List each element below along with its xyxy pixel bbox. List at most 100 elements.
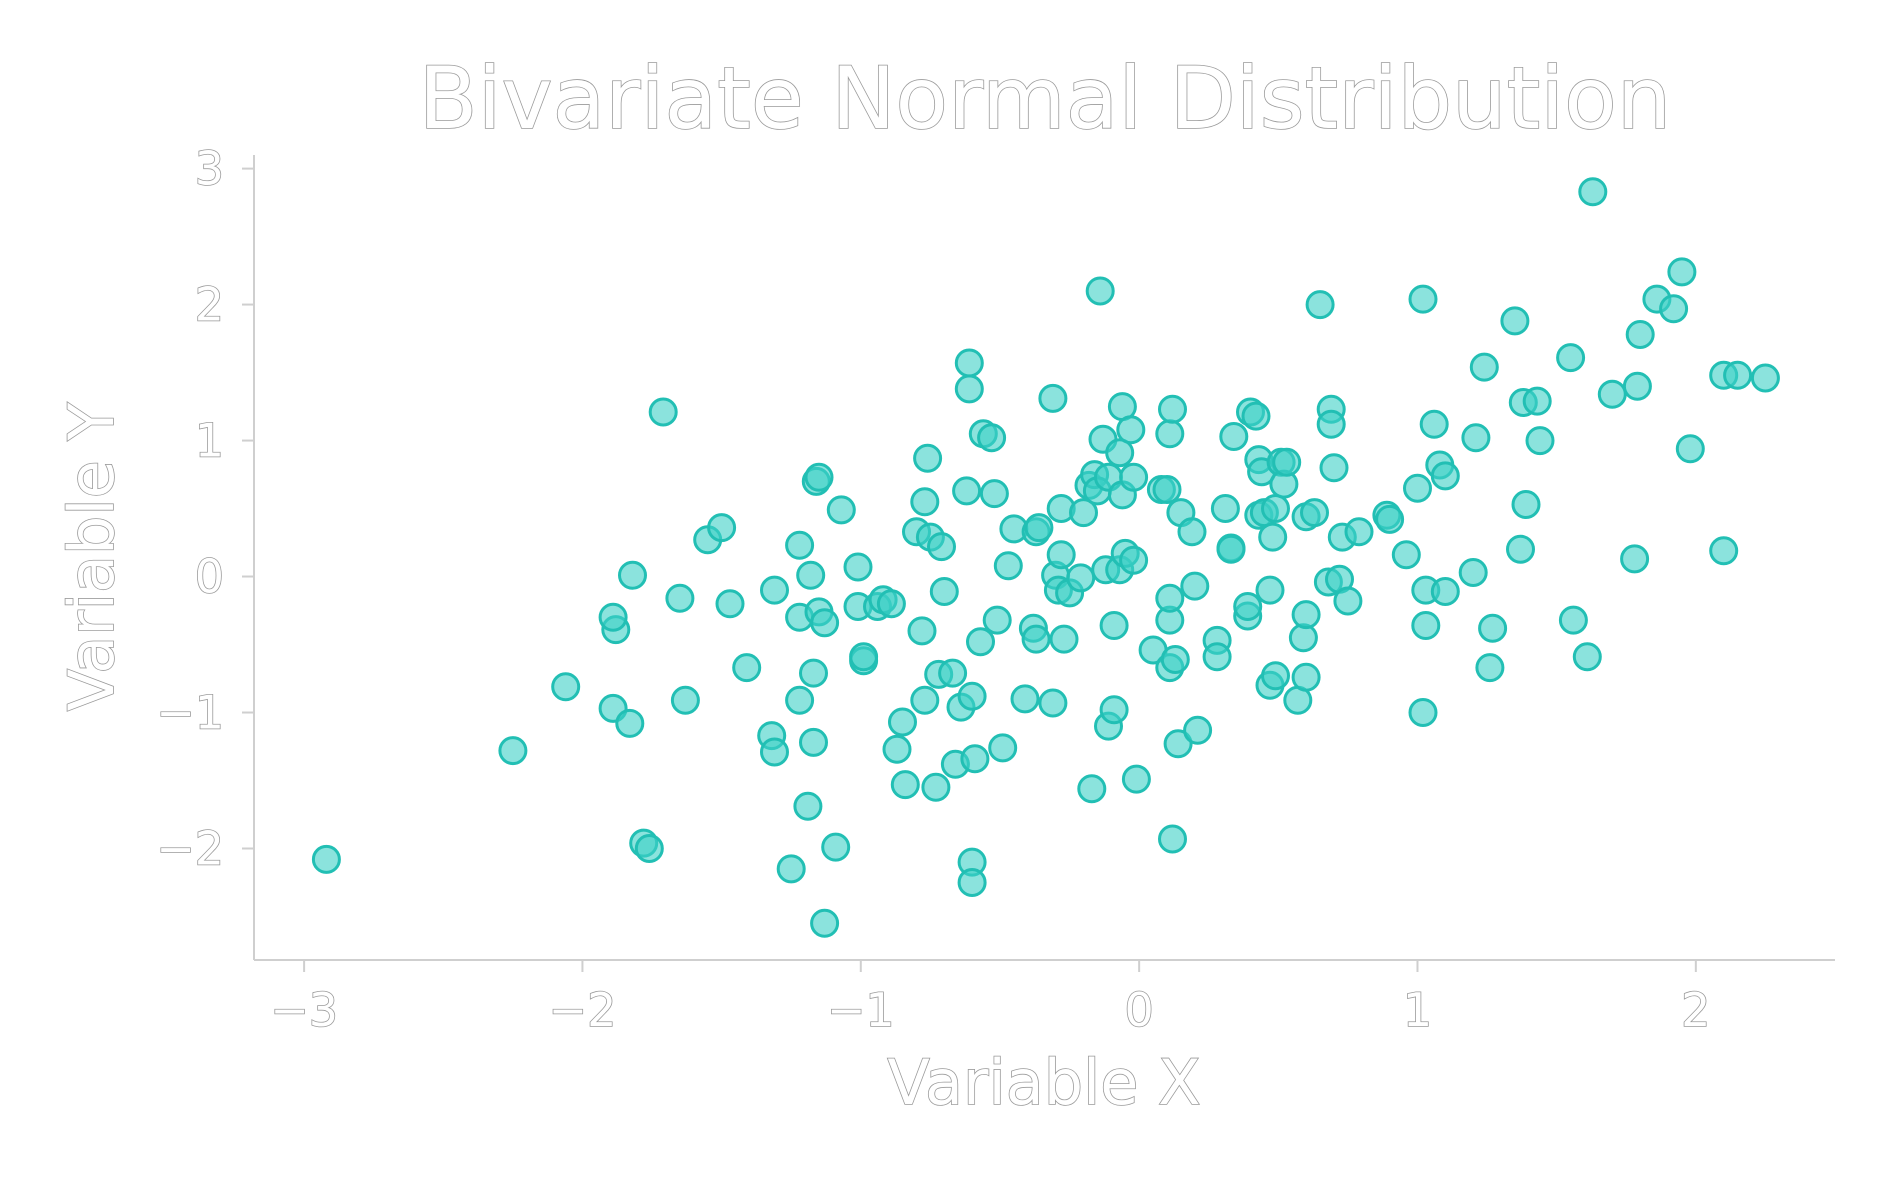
scatter-point — [1709, 536, 1739, 566]
scatter-point — [1158, 824, 1187, 854]
scatter-point — [1411, 611, 1441, 640]
scatter-point — [1625, 320, 1655, 349]
x-tick-label: 2 — [1681, 983, 1710, 1037]
scatter-point — [1160, 645, 1190, 674]
scatter-point — [1572, 642, 1602, 672]
scatter-point — [785, 530, 815, 560]
scatter-point — [615, 708, 645, 738]
scatter-point — [634, 834, 664, 863]
scatter-point — [954, 374, 984, 404]
scatter-point — [796, 560, 826, 590]
scatter-point — [1675, 434, 1705, 464]
scatter-point — [1272, 447, 1302, 477]
scatter-point — [1241, 401, 1271, 431]
scatter-point — [1163, 729, 1193, 759]
y-tick-label: 2 — [195, 278, 224, 332]
scatter-point — [910, 487, 940, 517]
scatter-point — [311, 844, 341, 874]
scatter-point — [1158, 394, 1187, 424]
scatter-point — [1152, 475, 1182, 504]
scatter-point — [1723, 360, 1753, 390]
scatter-point — [1522, 386, 1552, 416]
scatter-point — [776, 854, 806, 884]
x-ticks: −3 −2 −1 0 1 2 — [269, 960, 1711, 1038]
scatter-point — [876, 589, 906, 619]
scatter-point — [1333, 586, 1363, 616]
scatter-point — [1261, 661, 1290, 691]
scatter-point — [1046, 540, 1076, 570]
y-tick-label: 1 — [195, 414, 224, 468]
chart-title: Bivariate Normal Distribution — [419, 49, 1672, 149]
scatter-point — [793, 791, 823, 821]
scatter-point — [1469, 352, 1499, 382]
x-tick-label: −3 — [270, 983, 338, 1037]
scatter-point — [843, 552, 873, 582]
scatter-point — [938, 658, 968, 688]
scatter-point — [707, 513, 737, 543]
scatter-point — [598, 602, 628, 632]
scatter-point — [760, 575, 789, 605]
scatter-point — [1085, 276, 1115, 306]
scatter-points — [311, 177, 1780, 938]
scatter-point — [1408, 284, 1438, 314]
scatter-point — [799, 658, 828, 688]
axes — [253, 155, 1835, 961]
scatter-point — [1155, 419, 1185, 449]
y-ticks: −2 −1 0 1 2 3 — [155, 141, 254, 876]
scatter-point — [1066, 563, 1096, 593]
scatter-point — [979, 479, 1009, 509]
scatter-point — [498, 736, 528, 766]
scatter-point — [810, 608, 840, 638]
scatter-point — [1620, 544, 1650, 574]
scatter-point — [1291, 600, 1321, 630]
scatter-point — [1291, 662, 1321, 692]
scatter-point — [952, 476, 982, 506]
scatter-point — [1119, 462, 1149, 492]
scatter-point — [913, 443, 943, 473]
scatter-point — [1478, 613, 1508, 643]
scatter-point — [1430, 461, 1460, 491]
scatter-point — [1461, 423, 1491, 453]
scatter-point — [1659, 294, 1689, 324]
scatter-point — [665, 583, 695, 613]
scatter-point — [988, 733, 1018, 763]
scatter-point — [1578, 177, 1608, 207]
scatter-point — [1010, 684, 1040, 714]
scatter-point — [1024, 513, 1054, 543]
scatter-point — [1180, 571, 1210, 601]
scatter-point — [982, 605, 1012, 635]
scatter-point — [648, 397, 678, 427]
scatter-point — [921, 772, 951, 802]
y-tick-label: 0 — [195, 550, 224, 604]
scatter-point — [1319, 453, 1349, 483]
scatter-point — [1261, 494, 1290, 523]
scatter-point — [927, 532, 956, 562]
scatter-point — [1316, 409, 1346, 439]
scatter-point — [1177, 517, 1207, 547]
scatter-point — [957, 681, 987, 711]
scatter-point — [760, 737, 789, 767]
scatter-point — [1038, 688, 1068, 718]
x-tick-label: 0 — [1124, 983, 1153, 1037]
scatter-point — [1511, 490, 1541, 519]
scatter-point — [1506, 534, 1535, 564]
scatter-point — [849, 642, 879, 672]
scatter-point — [1597, 379, 1627, 409]
scatter-point — [1500, 306, 1530, 336]
x-tick-label: −2 — [549, 983, 617, 1037]
scatter-point — [618, 560, 647, 590]
scatter-point — [1105, 438, 1135, 468]
x-tick-label: 1 — [1403, 983, 1432, 1037]
scatter-point — [1525, 426, 1555, 456]
scatter-point — [804, 462, 834, 492]
scatter-point — [1375, 504, 1405, 534]
scatter-point — [1750, 363, 1780, 393]
scatter-point — [785, 685, 815, 715]
scatter-point — [1391, 540, 1421, 570]
scatter-point — [1233, 592, 1263, 621]
scatter-point — [1021, 624, 1051, 654]
scatter-point — [1622, 371, 1652, 401]
x-axis-label: Variable X — [887, 1046, 1200, 1119]
